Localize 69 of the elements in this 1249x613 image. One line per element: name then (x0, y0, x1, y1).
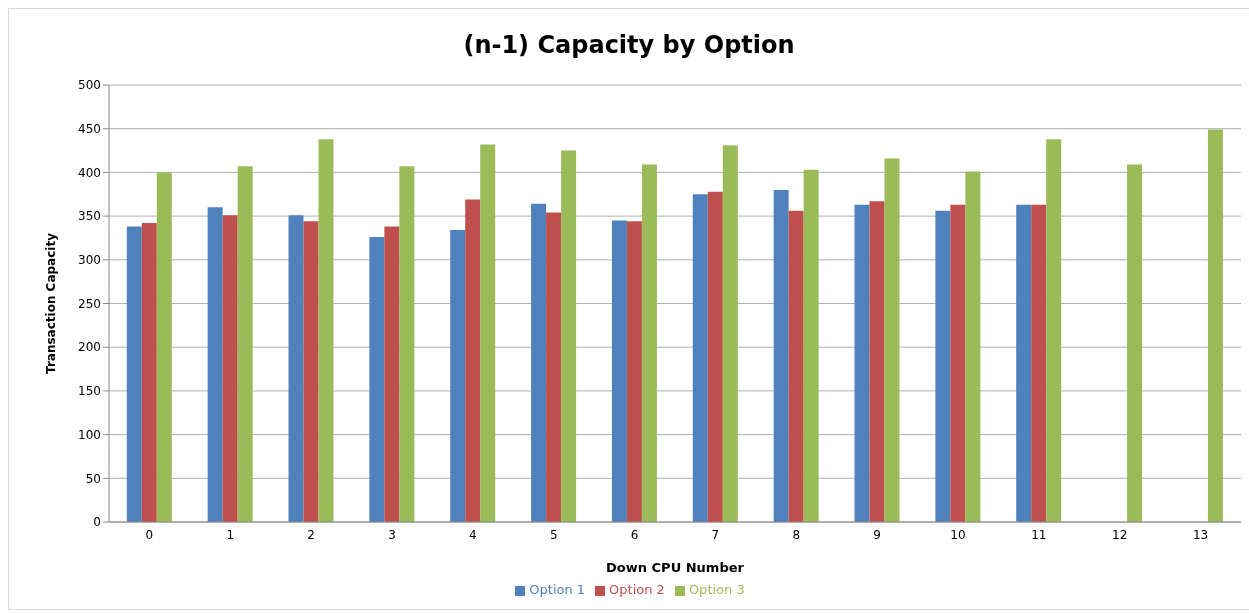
bar (561, 150, 577, 522)
legend-label: Option 1 (529, 582, 586, 597)
bar (788, 210, 804, 522)
bar (480, 144, 496, 522)
bar (641, 164, 657, 522)
bar (722, 145, 738, 522)
bar (399, 166, 415, 522)
x-tick-label: 7 (711, 527, 720, 542)
bar (222, 215, 238, 522)
y-tick-label: 350 (78, 209, 101, 224)
bar (773, 189, 789, 522)
bar (156, 172, 172, 522)
bar (207, 207, 223, 522)
chart-title: (n-1) Capacity by Option (462, 31, 796, 61)
bar (303, 221, 319, 522)
bar (318, 139, 334, 522)
x-axis-title: Down CPU Number (606, 560, 745, 575)
bar (531, 203, 547, 522)
bar (237, 166, 253, 522)
y-tick-label: 200 (78, 340, 101, 355)
x-tick-label: 11 (1031, 527, 1047, 542)
bar (869, 201, 885, 522)
y-tick-label: 450 (78, 121, 101, 136)
y-tick-label: 100 (78, 427, 101, 442)
y-tick-label: 500 (78, 78, 101, 93)
bar (965, 171, 981, 522)
x-tick-label: 5 (549, 527, 558, 542)
bar (546, 212, 562, 522)
y-tick-label: 150 (78, 384, 101, 399)
bar (935, 210, 951, 522)
bar (950, 204, 966, 522)
bar (707, 191, 723, 522)
x-tick-label: 0 (145, 527, 154, 542)
y-tick-label: 300 (78, 253, 101, 268)
x-tick-label: 9 (873, 527, 881, 542)
x-tick-label: 8 (792, 527, 801, 542)
x-tick-label: 10 (950, 527, 966, 542)
y-tick-label: 400 (78, 165, 101, 180)
y-axis-title: Transaction Capacity (44, 232, 59, 374)
bar (126, 226, 142, 522)
bar (369, 237, 385, 522)
bar (1046, 139, 1062, 522)
x-tick-label: 12 (1112, 527, 1128, 542)
y-tick-label: 250 (78, 296, 101, 311)
bar (141, 223, 157, 522)
y-tick-label: 50 (85, 471, 101, 486)
bar (626, 221, 642, 522)
bar (611, 220, 627, 522)
y-tick-label: 0 (93, 515, 101, 530)
bar (1127, 164, 1143, 522)
x-tick-label: 6 (630, 527, 639, 542)
bar (1207, 129, 1223, 522)
x-tick-label: 2 (307, 527, 315, 542)
x-tick-label: 4 (469, 527, 477, 542)
bar (803, 169, 819, 522)
x-tick-label: 1 (226, 527, 235, 542)
bar (384, 226, 400, 522)
bar (854, 204, 870, 522)
bar (692, 194, 708, 522)
bar (288, 215, 304, 522)
bar (450, 230, 466, 522)
legend-label: Option 2 (609, 582, 665, 597)
bar (465, 199, 481, 522)
bar (1016, 204, 1032, 522)
x-tick-label: 13 (1192, 527, 1209, 542)
x-tick-label: 3 (388, 527, 396, 542)
legend-label: Option 3 (688, 582, 745, 597)
bar (884, 158, 900, 522)
bar (1031, 204, 1047, 522)
